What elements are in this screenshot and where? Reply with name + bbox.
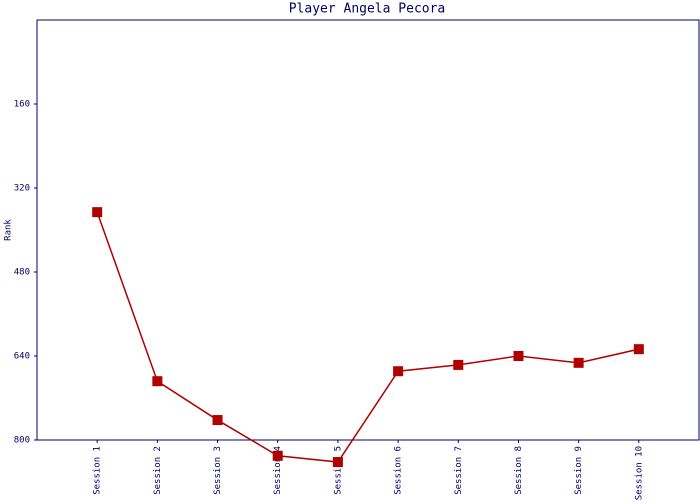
x-tick-label: Session 5 xyxy=(333,446,343,495)
x-tick-label: Session 7 xyxy=(454,446,464,495)
line xyxy=(96,211,639,463)
x-tick-label: Session 3 xyxy=(213,446,223,495)
x-tick-label: Session 4 xyxy=(273,446,283,495)
y-tick-label: 320 xyxy=(14,184,30,194)
point xyxy=(573,357,584,368)
chart-title: Player Angela Pecora xyxy=(289,2,446,17)
y-tick-label: 640 xyxy=(14,352,30,362)
plot-frame xyxy=(36,19,700,441)
point xyxy=(92,207,103,218)
point xyxy=(513,351,524,361)
point xyxy=(633,344,644,355)
x-tick-label: Session 10 xyxy=(634,446,644,500)
point xyxy=(212,415,223,426)
x-tick-label: Session 9 xyxy=(574,446,584,495)
x-tick-label: Session 6 xyxy=(394,446,404,495)
y-tick-label: 800 xyxy=(14,436,30,446)
x-tick-label: Session 1 xyxy=(93,446,103,495)
x-tick-label: Session 8 xyxy=(514,446,524,495)
point xyxy=(272,450,283,461)
y-tick-label: 480 xyxy=(14,268,30,278)
point xyxy=(332,457,343,468)
point xyxy=(152,376,163,387)
y-tick-label: 160 xyxy=(14,100,30,110)
point xyxy=(453,359,464,370)
point xyxy=(393,366,404,377)
x-tick-label: Session 2 xyxy=(153,446,163,495)
y-axis-label: Rank xyxy=(4,219,14,241)
